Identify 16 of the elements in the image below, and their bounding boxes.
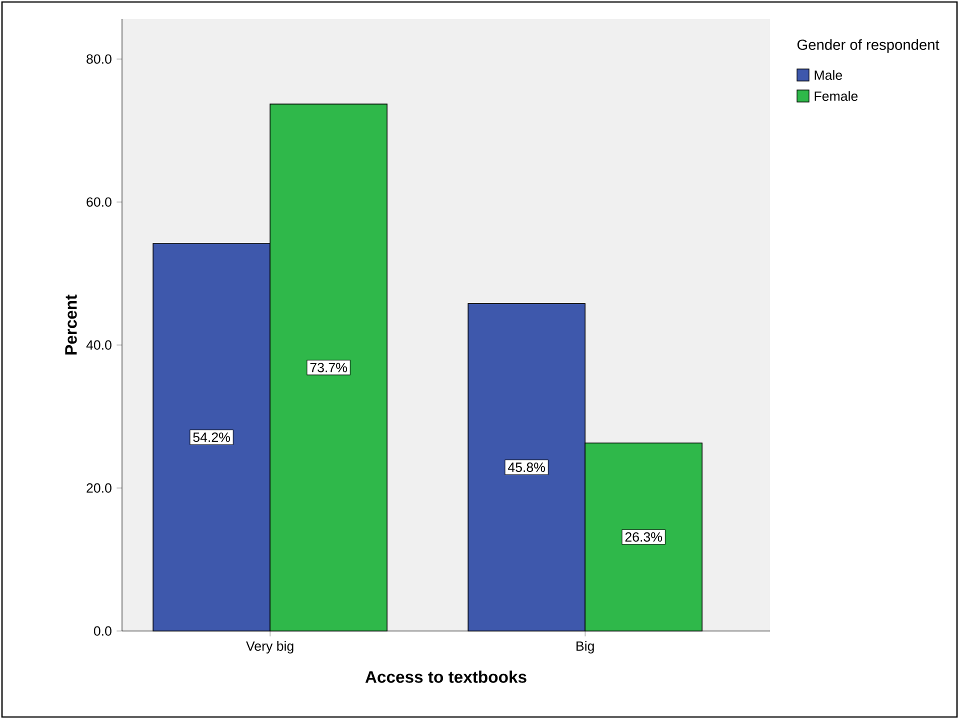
data-label: 54.2%: [193, 432, 230, 442]
data-label: 73.7%: [310, 362, 348, 372]
y-tick-label: 0.0: [94, 626, 112, 636]
data-label: 26.3%: [625, 532, 662, 542]
y-tick-label: 80.0: [86, 54, 112, 64]
y-tick-label: 40.0: [86, 340, 112, 350]
legend-label: Female: [814, 91, 858, 101]
legend-title: Gender of respondent: [797, 39, 940, 53]
x-tick-label: Big: [576, 641, 594, 654]
x-axis-title: Access to textbooks: [365, 670, 526, 683]
y-tick-label: 60.0: [86, 197, 112, 207]
data-label: 45.8%: [508, 462, 546, 472]
legend-label: Male: [814, 70, 842, 80]
y-axis-title: Percent: [65, 294, 77, 354]
x-tick-label: Very big: [246, 641, 294, 654]
y-tick-label: 20.0: [86, 483, 112, 493]
